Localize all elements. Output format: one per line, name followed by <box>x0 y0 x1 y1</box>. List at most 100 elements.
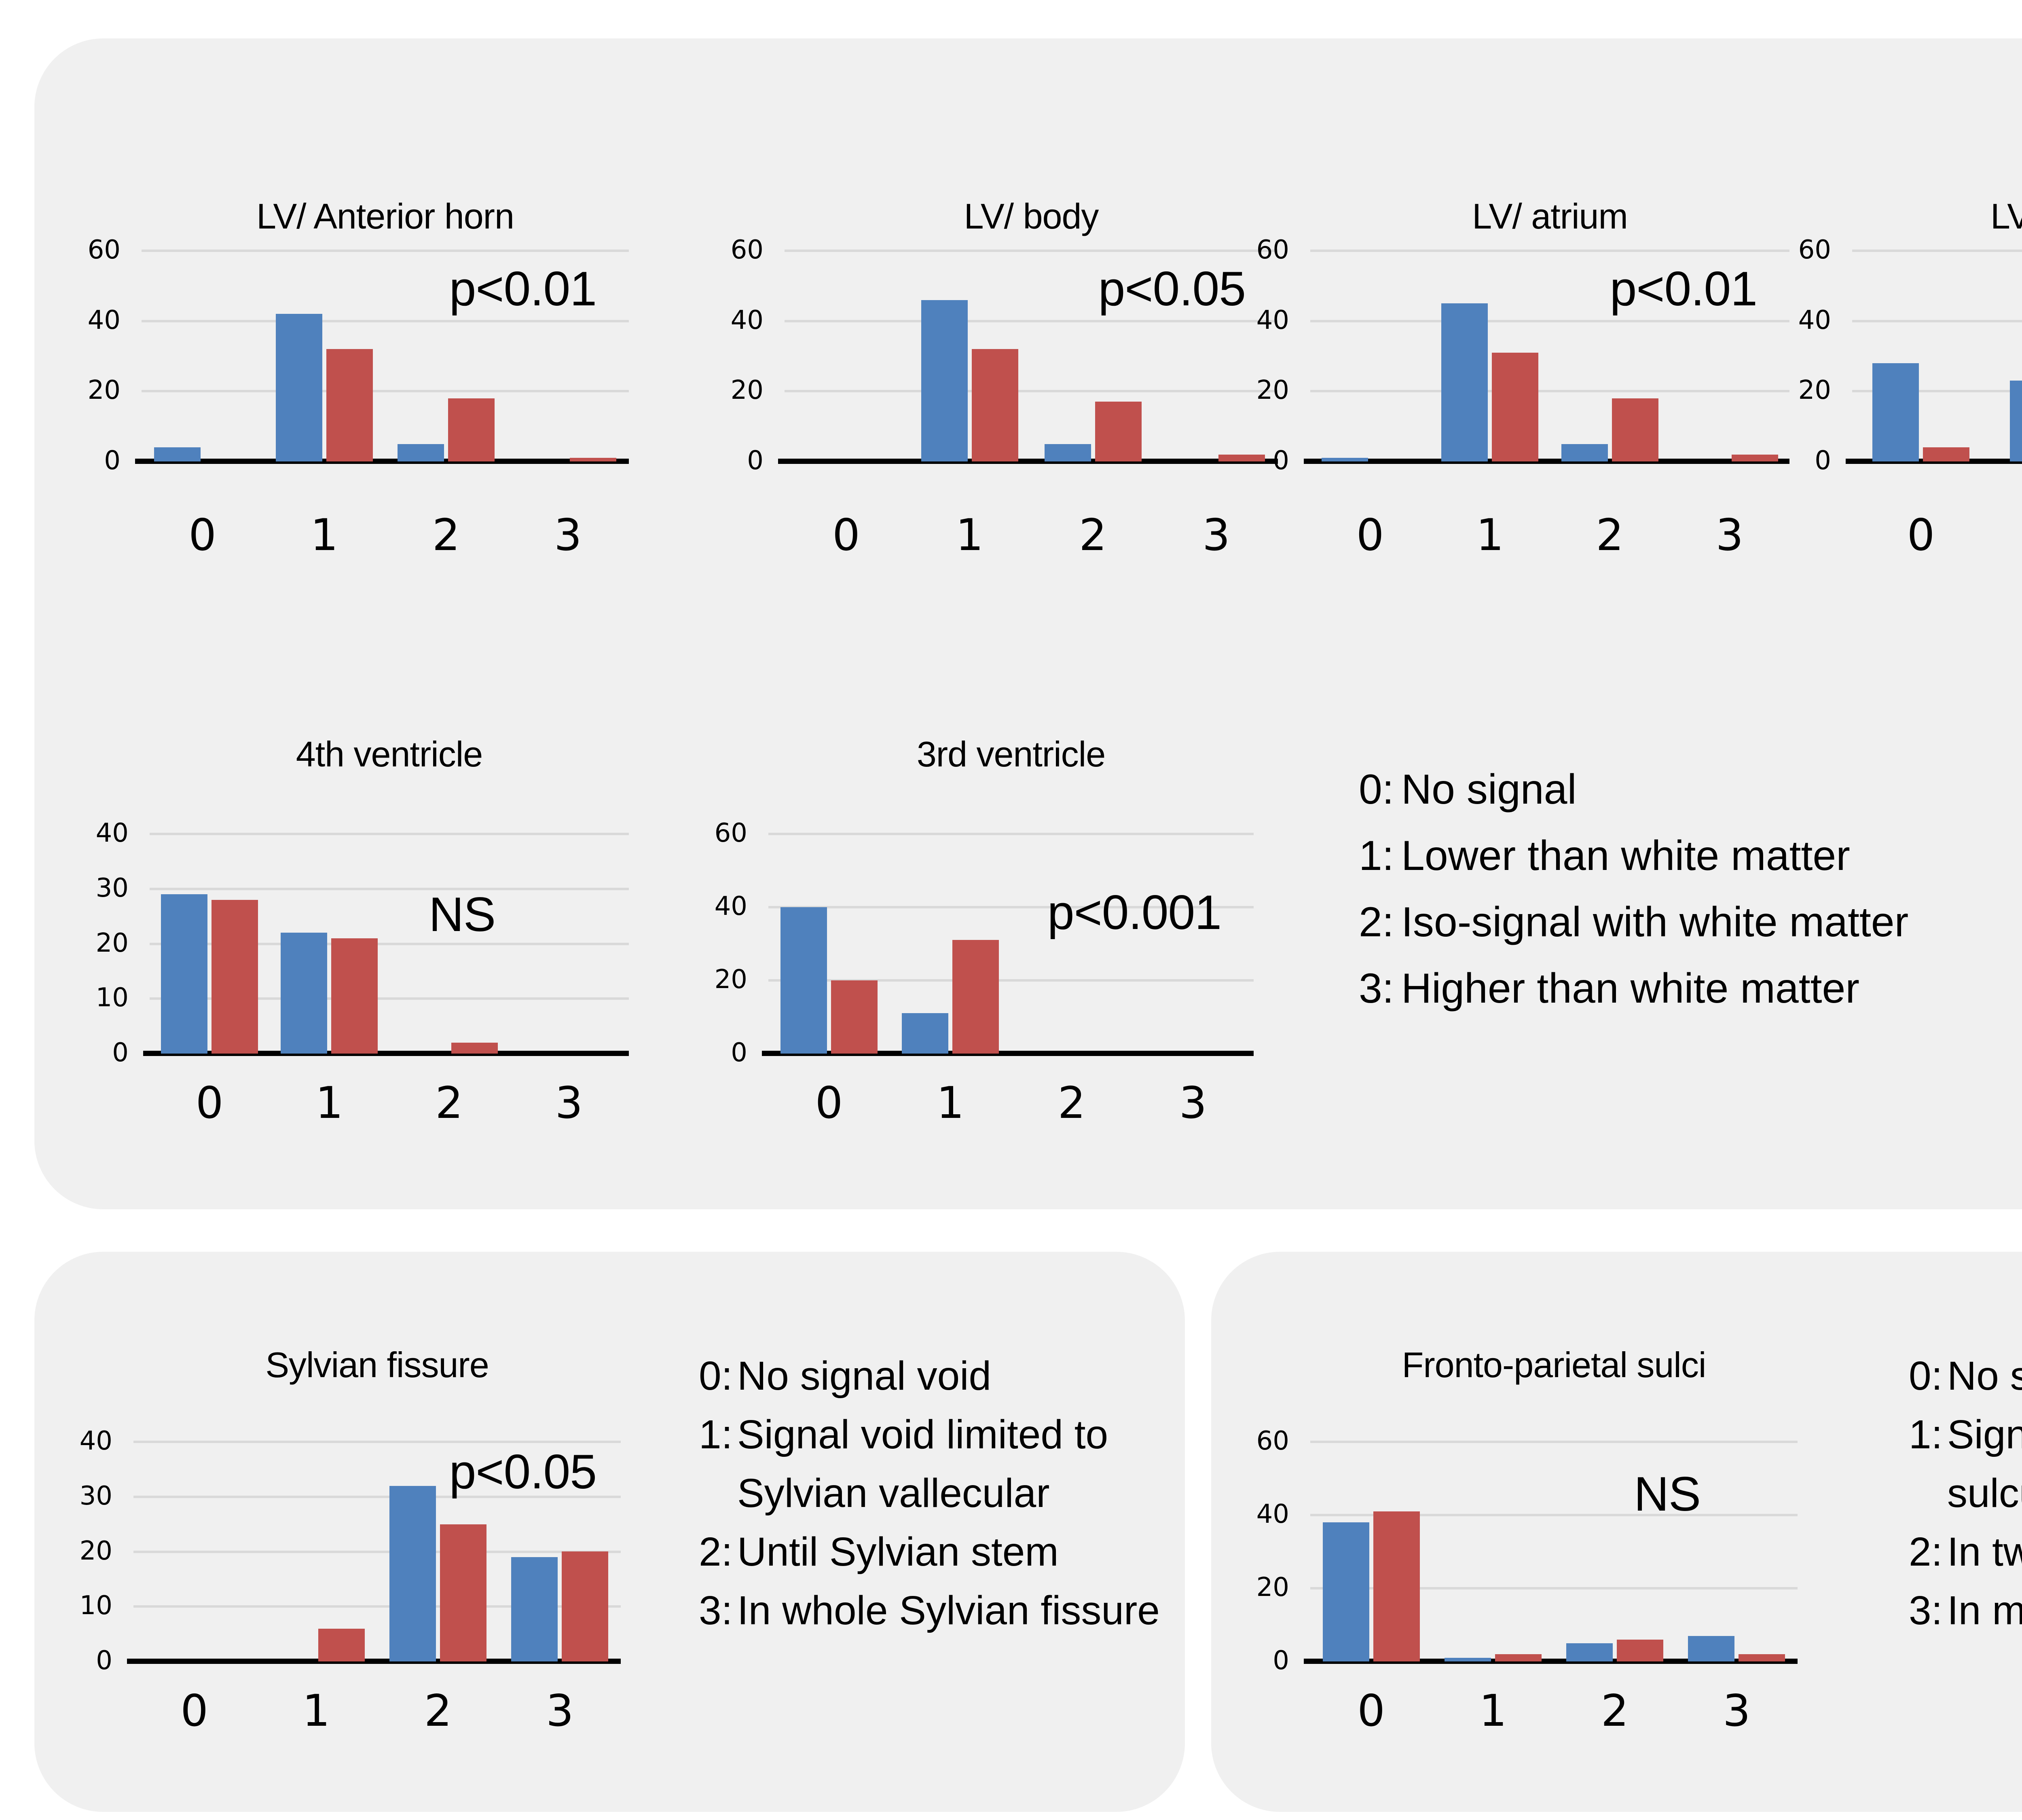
scale-item-number: 3: <box>699 1588 733 1633</box>
bar-dilatation-cat3 <box>1731 455 1778 461</box>
x-tick-label: 1 <box>302 1686 330 1736</box>
bar-group <box>1132 834 1254 1054</box>
x-tick-label: 0 <box>815 1078 843 1128</box>
gridline <box>1852 320 2022 322</box>
bar-control-cat0 <box>161 894 208 1054</box>
x-tick-label: 0 <box>1907 510 1935 561</box>
x-axis-line <box>1304 459 1789 464</box>
x-tick-label: 3 <box>1202 510 1230 561</box>
x-tick-labels: 0 1 2 3 <box>142 510 629 561</box>
bar-control-cat2 <box>1561 444 1608 461</box>
bar-group <box>768 834 890 1054</box>
gridline <box>150 833 629 835</box>
x-tick-label: 1 <box>936 1078 964 1128</box>
bar-group <box>255 1442 377 1661</box>
bar-chart-fronto-parietal-sulci: Fronto-parietal sulci 0 20 40 60 NS 0 1 2 3 <box>1237 1335 1798 1736</box>
scale-item-text: In more than three sulci <box>1947 1588 2022 1633</box>
x-tick-label: 2 <box>432 510 460 561</box>
scale-item: 3: In whole Sylvian fissure <box>699 1581 1176 1640</box>
y-tick-label: 20 <box>1256 1572 1289 1602</box>
plot-area: 0 20 40 60 p<0.05 <box>731 235 1278 475</box>
scale-item-number: 2: <box>1359 899 1394 946</box>
scale-item-number: 2: <box>1909 1529 1943 1575</box>
scale-item-text: Signal void in one sulcus <box>1947 1412 2022 1516</box>
gridline <box>1310 1514 1798 1516</box>
bar-control-cat2 <box>389 1486 436 1661</box>
gridline <box>142 250 629 252</box>
scale-item-number: 1: <box>1909 1412 1943 1457</box>
y-tick-label: 40 <box>1798 305 1831 335</box>
x-tick-labels: 0 1 2 3 <box>1310 1686 1798 1736</box>
scale-item-text: Until Sylvian stem <box>737 1529 1059 1575</box>
bar-chart-lv-anterior-horn: LV/ Anterior horn 0 20 40 60 p<0.01 0 1 2 3 <box>69 186 629 561</box>
x-tick-label: 3 <box>1723 1686 1751 1736</box>
chart-title: LV/ body <box>964 196 1099 236</box>
bar-dilatation-cat1 <box>971 349 1018 461</box>
scale-item-text: Higher than white matter <box>1401 965 1859 1012</box>
x-tick-label: 2 <box>435 1078 463 1128</box>
bar-dilatation-cat2 <box>1612 398 1658 461</box>
gridline <box>142 320 629 322</box>
x-tick-label: 1 <box>1476 510 1504 561</box>
scale-item: 1: Lower than white matter <box>1359 823 2022 889</box>
scale-item-text: Lower than white matter <box>1401 832 1850 879</box>
gridline <box>1852 390 2022 393</box>
bar-dilatation-cat0 <box>1373 1511 1420 1661</box>
scale-item-text: No signal void <box>1947 1353 2022 1399</box>
bar-dilatation-cat1 <box>331 938 378 1054</box>
scale-item: 2: Until Sylvian stem <box>699 1523 1176 1581</box>
scale-item-number: 0: <box>1359 766 1394 813</box>
bar-control-cat0 <box>1872 363 1919 461</box>
x-axis-line <box>762 1051 1254 1056</box>
signal-intensity-scale-legend: 0: No signal 1: Lower than white matter 2: Is… <box>1359 756 2022 1022</box>
scale-item-text: In whole Sylvian fissure <box>737 1588 1160 1633</box>
x-tick-label: 0 <box>180 1686 208 1736</box>
bar-dilatation-cat2 <box>451 1043 498 1054</box>
bar-dilatation-cat0 <box>831 980 878 1054</box>
gridline <box>1310 250 1789 252</box>
bar-dilatation-cat1 <box>1495 1654 1542 1661</box>
bar-chart-fourth-ventricle: 4th ventricle 0 10 20 30 40 NS 0 1 2 3 <box>77 724 629 1128</box>
bar-group <box>1432 1442 1554 1661</box>
bar-dilatation-cat1 <box>1492 353 1539 461</box>
chart-title: Fronto-parietal sulci <box>1402 1345 1707 1385</box>
plot-area: 0 10 20 30 40 p<0.05 <box>80 1426 621 1675</box>
x-tick-label: 2 <box>1601 1686 1629 1736</box>
bar-group <box>1310 1442 1432 1661</box>
scale-item-number: 1: <box>699 1412 733 1457</box>
bar-dilatation-cat3 <box>562 1551 609 1661</box>
x-tick-label: 1 <box>956 510 984 561</box>
gridline <box>150 942 629 945</box>
bar-control-cat2 <box>1566 1643 1613 1661</box>
y-tick-label: 20 <box>87 375 121 406</box>
bar-control-cat1 <box>1444 1658 1491 1661</box>
gridline <box>1310 1441 1798 1443</box>
bar-control-cat1 <box>2010 381 2022 461</box>
scale-item: 0:No signal void <box>1909 1347 2022 1405</box>
y-tick-label: 20 <box>1798 375 1831 406</box>
bar-group <box>385 251 507 461</box>
bar-group <box>908 251 1031 461</box>
bar-control-cat1 <box>921 300 968 461</box>
bar-dilatation-cat1 <box>326 349 373 461</box>
scale-item-number: 3: <box>1359 965 1394 1012</box>
x-tick-label: 1 <box>1990 510 2022 561</box>
bar-group <box>1011 834 1132 1054</box>
scale-item-number: 3: <box>1909 1588 1943 1633</box>
scale-item-text: Iso-signal with white matter <box>1401 899 1909 946</box>
bar-dilatation-cat2 <box>1617 1640 1664 1661</box>
x-tick-label: 2 <box>1596 510 1624 561</box>
y-tick-label: 0 <box>1273 1646 1289 1676</box>
y-tick-label: 0 <box>112 1038 129 1068</box>
bar-group <box>389 834 509 1054</box>
panel-sylvian-fissure <box>34 1252 1185 1812</box>
bar-control-cat0 <box>780 907 827 1054</box>
gridline <box>785 320 1278 322</box>
x-tick-labels: 0 1 2 3 <box>150 1078 629 1128</box>
y-tick-label: 40 <box>95 818 129 848</box>
bar-group <box>142 251 263 461</box>
x-tick-label: 0 <box>1357 1686 1385 1736</box>
bar-group <box>890 834 1011 1054</box>
p-value-label: NS <box>429 887 496 942</box>
